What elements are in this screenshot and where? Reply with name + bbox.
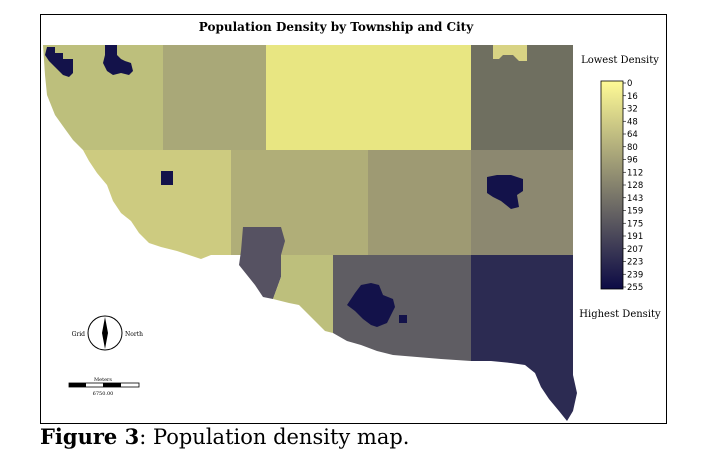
region-n2 bbox=[163, 45, 266, 150]
legend-tick-label: 80 bbox=[627, 143, 638, 153]
region-se bbox=[471, 255, 577, 421]
region-n5 bbox=[471, 45, 573, 150]
legend-tick-label: 207 bbox=[627, 245, 643, 255]
legend-tick-label: 16 bbox=[627, 92, 638, 102]
legend-tick-label: 96 bbox=[627, 156, 638, 166]
city-south bbox=[347, 283, 395, 327]
city-north bbox=[103, 45, 133, 75]
density-map: Population Density by Township and City bbox=[43, 20, 661, 421]
legend-tick-label: 223 bbox=[627, 258, 643, 268]
scalebar-segment bbox=[69, 383, 86, 387]
scalebar-segment bbox=[103, 383, 121, 387]
city-south-dot bbox=[399, 315, 407, 323]
legend-tick-label: 143 bbox=[627, 194, 643, 204]
scalebar-top-label: Meters bbox=[94, 377, 112, 383]
legend: Lowest Density 0 16 32 48 64 80 96 112 128 143 159… bbox=[579, 55, 661, 320]
compass-right-label: North bbox=[125, 331, 143, 338]
compass: Grid North bbox=[72, 315, 143, 351]
region-sw1 bbox=[239, 227, 285, 299]
legend-tick-label: 175 bbox=[627, 219, 643, 229]
scalebar: Meters 6750.00 bbox=[68, 377, 140, 397]
legend-tick-label: 0 bbox=[627, 79, 632, 89]
scalebar-bottom-label: 6750.00 bbox=[93, 391, 114, 397]
legend-tick-label: 255 bbox=[627, 283, 643, 293]
map-frame: Population Density by Township and City bbox=[40, 14, 667, 424]
city-east bbox=[487, 175, 523, 209]
legend-tick-label: 32 bbox=[627, 105, 638, 115]
north-arrow-icon bbox=[102, 317, 108, 349]
legend-top-label: Lowest Density bbox=[581, 55, 659, 66]
region-s3 bbox=[333, 255, 471, 361]
legend-color-ramp bbox=[600, 80, 624, 290]
map-title: Population Density by Township and City bbox=[199, 20, 474, 34]
region-c4 bbox=[471, 150, 573, 255]
figure-caption: Figure 3: Population density map. bbox=[40, 424, 409, 449]
legend-tick-label: 191 bbox=[627, 232, 643, 242]
legend-tick-label: 64 bbox=[627, 130, 638, 140]
legend-tick-label: 239 bbox=[627, 270, 643, 280]
legend-bottom-label: Highest Density bbox=[579, 309, 661, 320]
compass-circle bbox=[87, 315, 123, 351]
legend-tick-label: 48 bbox=[627, 117, 638, 127]
city-northwest bbox=[45, 47, 73, 77]
city-ne-yellow bbox=[493, 45, 527, 61]
region-c3 bbox=[368, 150, 471, 255]
region-w2 bbox=[83, 150, 231, 259]
legend-tick-label: 128 bbox=[627, 181, 643, 191]
legend-ticks: 0 16 32 48 64 80 96 112 128 143 159 175 191 207 223 239… bbox=[623, 79, 643, 293]
legend-tick-label: 159 bbox=[627, 207, 643, 217]
region-n4 bbox=[368, 45, 471, 150]
region-sw2 bbox=[273, 255, 333, 333]
caption-label: Figure 3 bbox=[40, 424, 140, 449]
region-n3 bbox=[266, 45, 368, 150]
compass-left-label: Grid bbox=[72, 331, 86, 338]
caption-text: : Population density map. bbox=[139, 425, 410, 449]
city-small-west bbox=[161, 171, 173, 185]
cities bbox=[45, 45, 527, 327]
map-regions bbox=[43, 45, 577, 421]
legend-tick-label: 112 bbox=[627, 168, 643, 178]
